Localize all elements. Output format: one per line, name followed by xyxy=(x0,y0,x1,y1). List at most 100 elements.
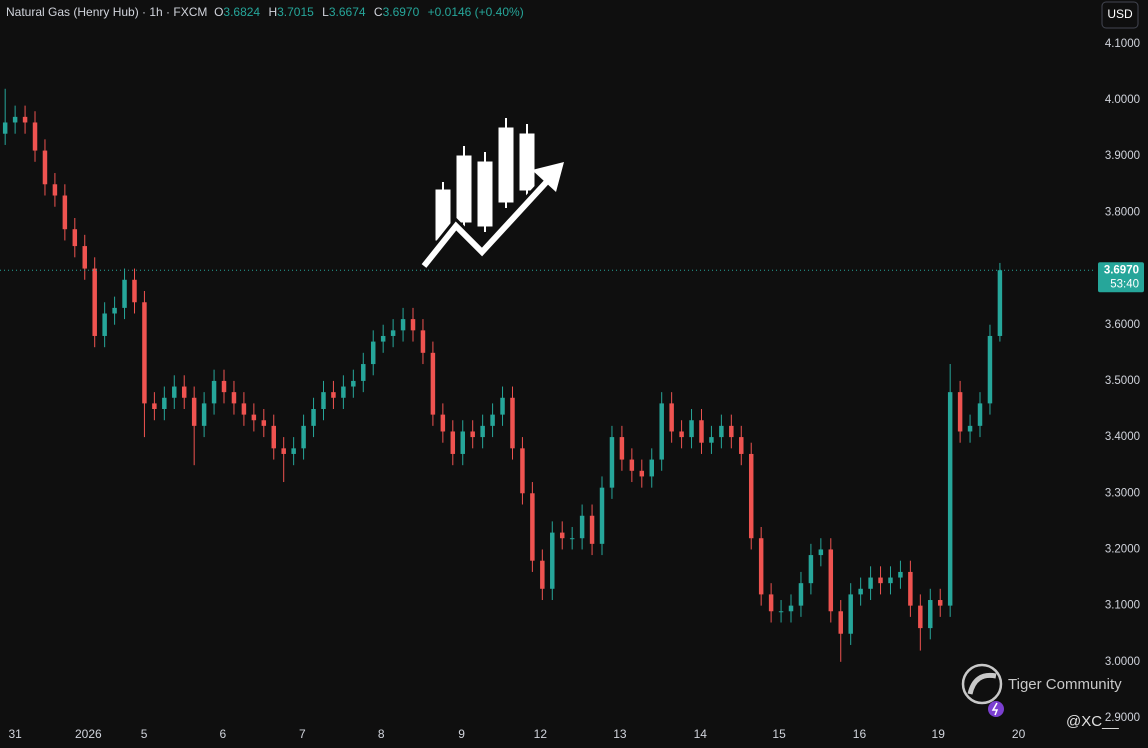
candle-body xyxy=(778,611,784,613)
candle-body xyxy=(679,431,684,438)
candle-body xyxy=(271,425,276,449)
watermark-handle: @XC__ xyxy=(1066,713,1119,730)
candle-body xyxy=(172,386,177,398)
y-tick-label: 3.0000 xyxy=(1105,656,1140,668)
candle xyxy=(788,594,794,623)
y-tick-label: 3.8000 xyxy=(1105,206,1140,218)
candle-body xyxy=(957,392,963,432)
x-tick-label: 19 xyxy=(932,727,946,741)
ohlc-value: 3.6824 xyxy=(223,5,261,19)
candle-body xyxy=(490,414,495,426)
candle-body xyxy=(400,319,406,331)
candle-body xyxy=(500,397,505,415)
ohlc-key: O xyxy=(214,5,224,19)
currency-button[interactable]: USD xyxy=(1101,1,1139,29)
candle-body xyxy=(828,549,834,612)
candle-body xyxy=(390,330,396,336)
candle xyxy=(550,521,555,601)
candle-body xyxy=(12,116,18,123)
y-tick-label: 4.1000 xyxy=(1105,38,1140,50)
candle xyxy=(32,111,38,162)
candle-body xyxy=(669,403,674,432)
ohlc-key: H xyxy=(268,5,278,19)
candle-body xyxy=(967,425,973,432)
candle xyxy=(241,392,247,426)
candle xyxy=(699,409,704,454)
candle-body xyxy=(301,425,306,449)
x-tick-label: 16 xyxy=(853,727,867,741)
candle xyxy=(619,425,625,471)
candle-body xyxy=(42,150,48,185)
symbol-legend: Natural Gas (Henry Hub) · 1h · FXCM O3.6… xyxy=(6,5,529,19)
candle xyxy=(937,588,943,617)
candle xyxy=(410,307,416,342)
candle xyxy=(928,588,933,640)
candle-body xyxy=(748,453,754,539)
x-tick-label: 8 xyxy=(378,727,385,741)
candle-body xyxy=(152,403,157,410)
candle-body xyxy=(739,437,744,454)
candle-body xyxy=(758,538,764,595)
candle-body xyxy=(361,364,366,381)
candle xyxy=(201,392,207,438)
candle xyxy=(679,420,684,449)
candle xyxy=(331,380,336,410)
candle xyxy=(520,437,525,505)
candle-body xyxy=(818,549,824,556)
candle xyxy=(977,392,983,438)
candle-body xyxy=(977,403,983,426)
candle-body xyxy=(530,493,535,561)
candle xyxy=(490,403,495,438)
candle xyxy=(271,414,276,460)
candle-body xyxy=(261,420,267,426)
candle xyxy=(947,364,953,617)
candle-body xyxy=(440,414,446,432)
candle xyxy=(172,375,177,410)
candle xyxy=(838,600,843,662)
candle xyxy=(689,409,694,449)
candle-body xyxy=(689,420,694,438)
candle-body xyxy=(450,431,456,454)
candle xyxy=(818,538,824,567)
candle xyxy=(380,324,386,353)
candle xyxy=(808,543,814,595)
candle xyxy=(231,380,237,415)
candle xyxy=(460,420,465,466)
candle-body xyxy=(162,397,167,410)
candle-body xyxy=(858,588,863,595)
candle xyxy=(62,184,68,241)
ohlc-key: C xyxy=(373,5,383,19)
candle xyxy=(211,369,217,415)
candle xyxy=(301,414,306,460)
candle xyxy=(480,414,485,449)
candle-body xyxy=(241,403,247,415)
x-tick-label: 9 xyxy=(458,727,465,741)
candle xyxy=(868,566,873,601)
candle-body xyxy=(82,246,87,269)
candle xyxy=(957,380,963,443)
last-price-label: 3.6970 xyxy=(1104,264,1139,276)
candle-body xyxy=(768,594,774,612)
candle-body xyxy=(609,437,615,488)
logo xyxy=(419,118,564,270)
candle-body xyxy=(191,397,197,426)
candle-body xyxy=(649,459,654,477)
ohlc-value: 3.7015 xyxy=(277,5,314,19)
candle xyxy=(390,319,396,348)
currency-button-frame[interactable] xyxy=(1101,1,1139,29)
candle-body xyxy=(92,268,97,336)
candle xyxy=(888,566,893,595)
candle xyxy=(997,262,1003,342)
candles xyxy=(2,88,1003,662)
currency-button-text[interactable]: USD xyxy=(1107,7,1133,21)
candle-body xyxy=(122,279,127,308)
candle xyxy=(112,296,117,325)
candle xyxy=(719,414,724,449)
candle xyxy=(351,369,356,398)
candle xyxy=(918,594,923,651)
candle-body xyxy=(559,532,565,539)
candle xyxy=(669,392,674,443)
candle-body xyxy=(380,335,386,342)
candle xyxy=(181,375,187,410)
candle xyxy=(400,307,406,342)
